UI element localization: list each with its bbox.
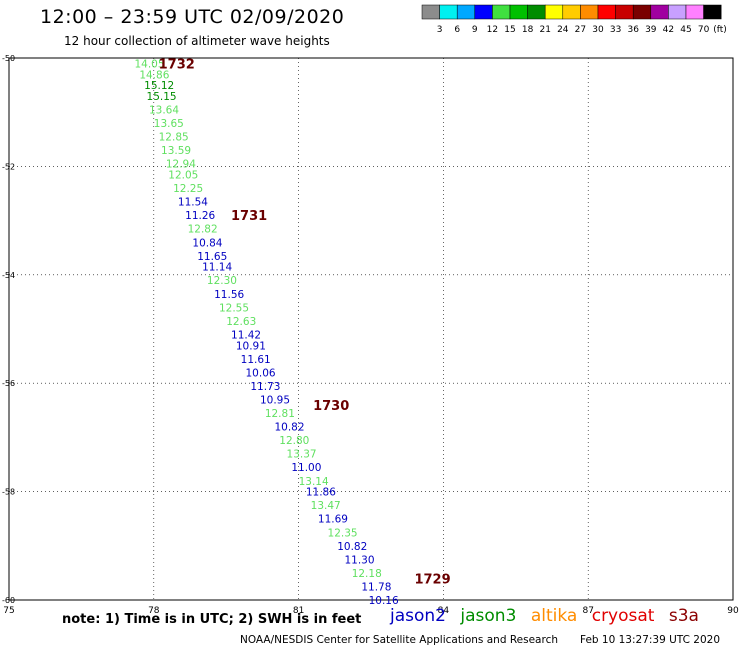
swh-value: 12.55 [219,302,249,314]
y-tick-label: -50 [2,54,15,63]
swh-value: 11.78 [361,581,391,593]
swh-value: 10.16 [369,595,399,607]
swh-value: 11.54 [178,197,208,209]
swh-value: 14.05 [134,58,164,70]
scale-label: 21 [539,25,550,35]
y-tick-label: -52 [2,162,15,171]
swh-value: 11.65 [197,251,227,263]
x-tick-label: 75 [3,606,14,616]
swh-value: 11.61 [241,354,271,366]
swh-value: 13.37 [287,449,317,461]
map-frame [8,57,734,601]
scale-label: 27 [575,25,586,35]
swh-value: 12.94 [166,159,196,171]
swh-value: 12.85 [159,132,189,144]
orbit-label: 1730 [313,399,349,414]
swh-value: 12.30 [207,275,237,287]
scale-unit: (ft) [713,25,727,35]
swh-value: 12.18 [352,568,382,580]
scale-label: 42 [663,25,674,35]
legend-s3a: s3a [668,606,699,626]
scale-label: 3 [437,25,443,35]
scale-label: 70 [698,25,710,35]
swh-value: 12.25 [173,183,203,195]
swh-value: 13.65 [154,118,184,130]
y-tick-label: -58 [2,488,15,497]
swh-value: 13.64 [149,104,179,116]
swh-value: 11.30 [344,554,374,566]
scale-label: 45 [680,25,691,35]
x-tick-label: 84 [438,606,450,616]
y-tick-label: -54 [2,271,15,280]
scale-swatch [703,4,722,20]
x-tick-label: 87 [582,606,593,616]
swh-value: 12.81 [265,408,295,420]
swh-value: 14.86 [139,69,169,81]
swh-value: 11.86 [306,487,336,499]
x-tick-label: 90 [727,606,739,616]
swh-value: 13.14 [299,476,329,488]
swh-value: 13.59 [161,145,191,157]
x-tick-label: 81 [293,606,304,616]
swh-value: 11.69 [318,514,348,526]
scale-label: 24 [557,25,569,35]
swh-value: 11.42 [231,329,261,341]
swh-value: 12.35 [328,527,358,539]
swh-value: 11.26 [185,210,215,222]
orbit-label: 1731 [231,209,267,224]
swh-value: 12.80 [279,435,309,447]
swh-value: 11.73 [250,381,280,393]
timestamp: Feb 10 13:27:39 UTC 2020 [580,634,720,646]
swh-value: 13.47 [311,500,341,512]
swh-value: 12.63 [226,316,256,328]
scale-label: 12 [487,25,498,35]
swh-value: 10.95 [260,394,290,406]
swh-value: 11.14 [202,262,232,274]
swh-value: 15.15 [147,91,177,103]
y-tick-label: -60 [2,596,15,605]
swh-value: 12.82 [188,224,218,236]
scale-label: 6 [454,25,460,35]
swh-value: 15.12 [144,80,174,92]
swh-value: 10.91 [236,340,266,352]
color-scale-legend: 3 6 9 12 15 18 21 24 27 30 33 36 39 42 45 70 (ft) [421,4,727,35]
scale-label: 33 [610,25,621,35]
swh-value: 12.05 [168,170,198,182]
x-tick-label: 78 [148,606,160,616]
legend-cryosat: cryosat [591,606,655,626]
legend-altika: altika [530,606,578,626]
legend-jason2: jason2 [390,606,446,626]
swh-value: 10.84 [192,237,222,249]
credit-line: NOAA/NESDIS Center for Satellite Applica… [240,634,558,646]
y-tick-label: -56 [2,379,15,388]
page-subtitle: 12 hour collection of altimeter wave hei… [64,34,330,48]
footer-note: note: 1) Time is in UTC; 2) SWH is in fe… [62,612,362,627]
legend-jason3: jason3 [460,606,517,626]
swh-value: 11.56 [214,289,244,301]
scale-label: 9 [472,25,478,35]
page-title: 12:00 – 23:59 UTC 02/09/2020 [40,6,345,28]
orbit-label: 1729 [414,572,450,587]
scale-label: 15 [504,25,515,35]
scale-label: 39 [645,25,657,35]
scale-label: 36 [627,25,639,35]
scale-label: 30 [592,25,604,35]
swh-value: 10.06 [246,367,276,379]
swh-value: 10.82 [337,541,367,553]
satellite-legend: jason2 jason3 altika cryosat s3a [390,606,708,626]
orbit-label: 1732 [159,57,195,72]
swh-value: 11.00 [291,462,321,474]
swh-value: 10.82 [274,422,304,434]
scale-label: 18 [522,25,534,35]
